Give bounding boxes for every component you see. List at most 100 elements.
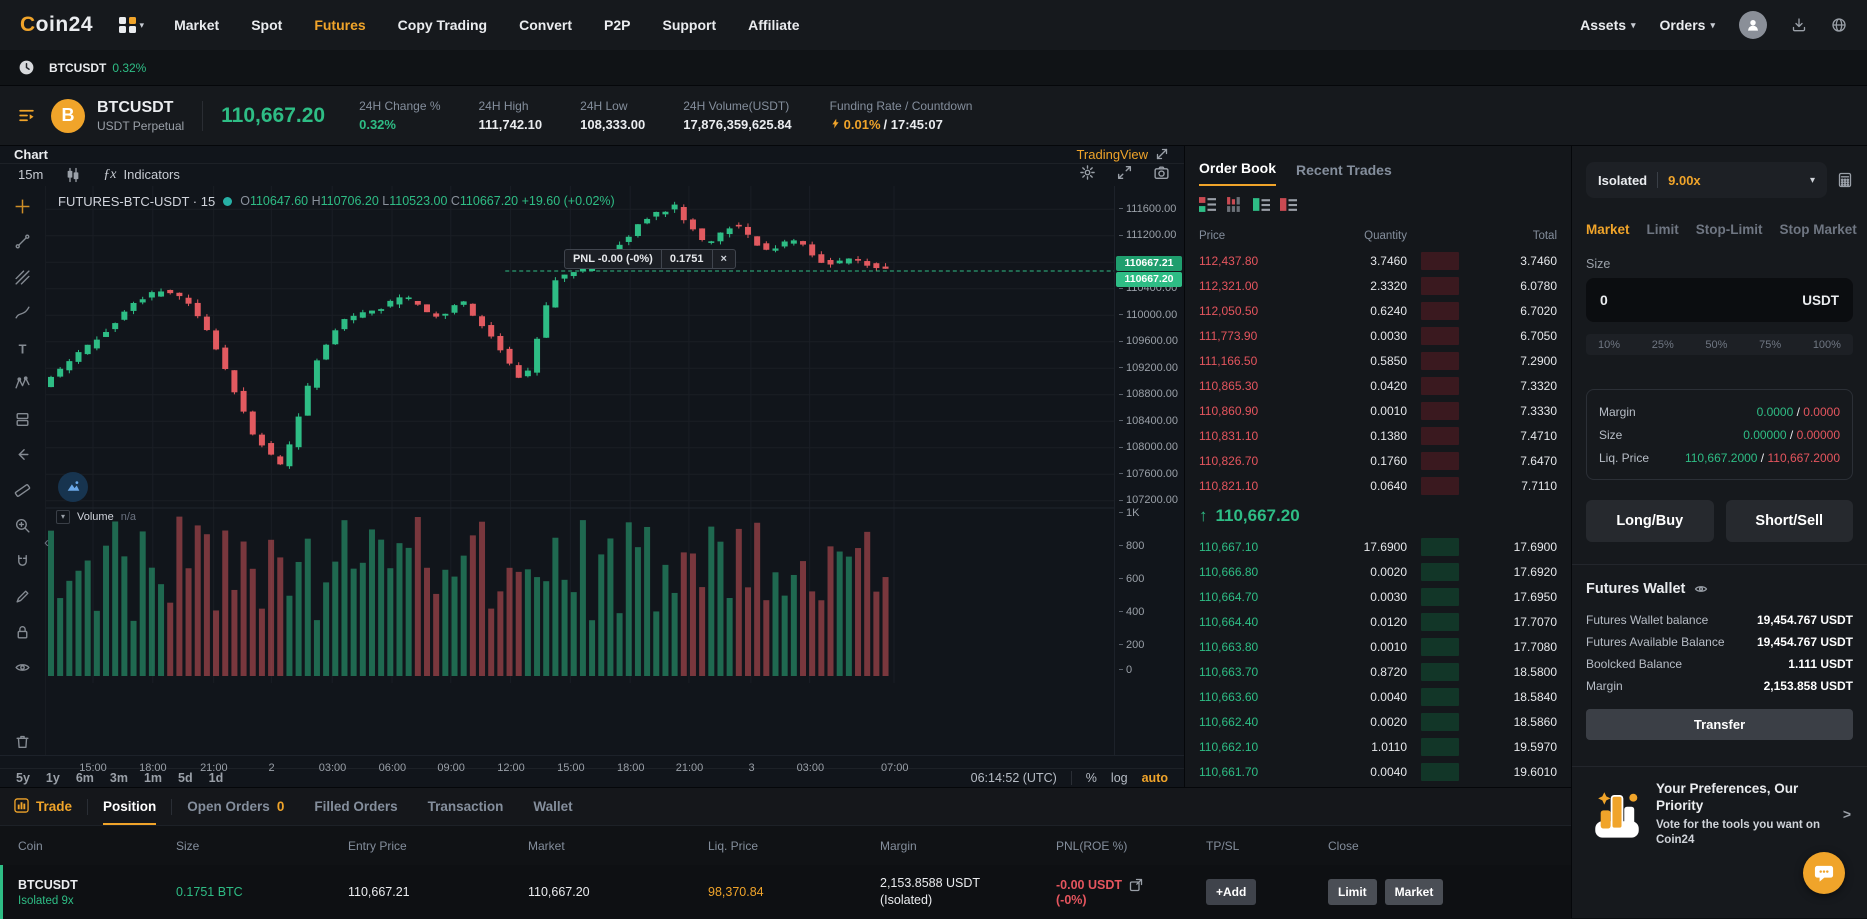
tab-order-book[interactable]: Order Book: [1199, 160, 1277, 186]
camera-icon[interactable]: [1153, 164, 1170, 186]
ruler-icon[interactable]: [14, 482, 31, 504]
size-input[interactable]: [1600, 292, 1803, 308]
preferences-promo-card[interactable]: Your Preferences, Our Priority Vote for …: [1572, 766, 1867, 862]
size-percent-100[interactable]: 100%: [1812, 338, 1841, 351]
bid-row[interactable]: 110,662.40 0.0020 18.5860: [1199, 709, 1557, 734]
book-bids-icon[interactable]: [1253, 196, 1270, 218]
size-percent-25[interactable]: 25%: [1651, 338, 1674, 351]
candlestick-plot[interactable]: [46, 185, 1114, 683]
tradingview-link[interactable]: TradingView: [1076, 146, 1170, 162]
chart-clock[interactable]: 06:14:52 (UTC): [970, 771, 1057, 786]
eye-icon[interactable]: [1693, 581, 1709, 597]
close-market-button[interactable]: Market: [1384, 879, 1444, 905]
indicators-button[interactable]: ƒx Indicators: [103, 167, 180, 183]
short-sell-button[interactable]: Short/Sell: [1725, 500, 1853, 542]
xabcd-pattern-icon[interactable]: [14, 375, 31, 397]
ask-row[interactable]: 111,166.50 0.5850 7.2900: [1199, 348, 1557, 373]
ask-row[interactable]: 110,865.30 0.0420 7.3320: [1199, 373, 1557, 398]
quote-board-icon[interactable]: [18, 107, 35, 124]
ask-row[interactable]: 110,860.90 0.0010 7.3330: [1199, 398, 1557, 423]
tab-filled-orders[interactable]: Filled Orders: [299, 788, 412, 825]
tab-open-orders[interactable]: Open Orders 0: [172, 788, 299, 825]
bid-row[interactable]: 110,663.70 0.8720 18.5800: [1199, 659, 1557, 684]
ask-row[interactable]: 112,437.80 3.7460 3.7460: [1199, 248, 1557, 273]
volume-indicator-header[interactable]: ▾ Volume n/a: [56, 509, 136, 524]
text-tool-icon[interactable]: T: [14, 340, 31, 362]
nav-item-p2p[interactable]: P2P: [604, 17, 631, 33]
chart-canvas[interactable]: FUTURES-BTC-USDT · 15 O110647.60 H110706…: [44, 185, 1114, 755]
pencil-icon[interactable]: [14, 588, 31, 610]
orders-dropdown[interactable]: Orders ▾: [1660, 17, 1715, 33]
range-button-1d[interactable]: 1d: [208, 771, 224, 786]
nav-item-market[interactable]: Market: [174, 17, 220, 33]
arrow-back-icon[interactable]: [14, 446, 31, 468]
calculator-button[interactable]: [1837, 172, 1853, 188]
crosshair-icon[interactable]: [14, 198, 31, 220]
auto-scale-button[interactable]: auto: [1141, 771, 1168, 786]
ask-row[interactable]: 112,321.00 2.3320 6.0780: [1199, 273, 1557, 298]
bid-row[interactable]: 110,666.80 0.0020 17.6920: [1199, 559, 1557, 584]
download-app-button[interactable]: [1791, 17, 1807, 33]
orderbook-mid-price[interactable]: ↑ 110,667.20: [1199, 498, 1557, 534]
range-button-5y[interactable]: 5y: [16, 771, 30, 786]
gear-icon[interactable]: [1079, 164, 1096, 186]
position-coin-cell[interactable]: BTCUSDT Isolated 9x: [0, 865, 170, 919]
range-button-1y[interactable]: 1y: [45, 771, 60, 786]
size-percent-10[interactable]: 10%: [1598, 338, 1621, 351]
tpsl-add-button[interactable]: +Add: [1206, 879, 1257, 905]
order-type-tab-stop-limit[interactable]: Stop-Limit: [1695, 222, 1763, 237]
tab-recent-trades[interactable]: Recent Trades: [1296, 162, 1392, 178]
bid-row[interactable]: 110,664.70 0.0030 17.6950: [1199, 584, 1557, 609]
trend-line-icon[interactable]: [14, 233, 31, 255]
gann-fan-icon[interactable]: [14, 269, 31, 291]
coin24-logo[interactable]: Coin24: [20, 13, 93, 37]
range-button-1m[interactable]: 1m: [143, 771, 163, 786]
magnet-icon[interactable]: [14, 553, 31, 575]
zoom-in-icon[interactable]: [14, 517, 31, 539]
size-percent-75[interactable]: 75%: [1759, 338, 1782, 351]
nav-item-spot[interactable]: Spot: [251, 17, 283, 33]
long-buy-button[interactable]: Long/Buy: [1586, 500, 1714, 542]
ask-row[interactable]: 110,826.70 0.1760 7.6470: [1199, 448, 1557, 473]
close-limit-button[interactable]: Limit: [1328, 879, 1377, 905]
assets-dropdown[interactable]: Assets ▾: [1580, 17, 1635, 33]
bid-row[interactable]: 110,663.60 0.0040 18.5840: [1199, 684, 1557, 709]
bid-row[interactable]: 110,664.40 0.0120 17.7070: [1199, 609, 1557, 634]
nav-item-copy-trading[interactable]: Copy Trading: [397, 17, 488, 33]
pair-selector[interactable]: B BTCUSDT USDT Perpetual: [51, 98, 184, 133]
log-scale-button[interactable]: log: [1110, 771, 1128, 786]
margin-leverage-selector[interactable]: Isolated 9.00x ▾: [1586, 162, 1827, 198]
brush-icon[interactable]: [14, 304, 31, 326]
pnl-position-badge[interactable]: PNL -0.00 (-0%) 0.1751 ×: [563, 248, 736, 269]
ask-row[interactable]: 111,773.90 0.0030 6.7050: [1199, 323, 1557, 348]
language-button[interactable]: [1831, 17, 1847, 33]
eye-icon[interactable]: [14, 659, 31, 681]
external-link-icon[interactable]: [1128, 877, 1144, 893]
lock-icon[interactable]: [14, 624, 31, 646]
support-chat-button[interactable]: [1803, 852, 1845, 894]
range-button-5d[interactable]: 5d: [178, 771, 193, 786]
time-axis[interactable]: 15:00 18:00 21:00 2 03:00 06:00 09:00 12:00 15:0…: [0, 754, 1184, 774]
book-asks-icon[interactable]: [1280, 196, 1297, 218]
bid-row[interactable]: 110,663.80 0.0010 17.7080: [1199, 634, 1557, 659]
range-button-6m[interactable]: 6m: [75, 771, 94, 786]
interval-button[interactable]: 15m: [18, 167, 44, 183]
order-type-tab-stop-market[interactable]: Stop Market: [1779, 222, 1857, 237]
apps-menu-button[interactable]: ▾: [119, 16, 144, 34]
transfer-button[interactable]: Transfer: [1586, 709, 1853, 740]
price-scale[interactable]: 111600.00 111200.00 110400.00 110000.00 1096…: [1114, 185, 1184, 755]
tab-transaction[interactable]: Transaction: [413, 788, 519, 825]
publish-idea-button[interactable]: [58, 471, 88, 502]
size-percent-50[interactable]: 50%: [1705, 338, 1728, 351]
percent-scale-button[interactable]: %: [1085, 771, 1097, 786]
ask-row[interactable]: 112,050.50 0.6240 6.7020: [1199, 298, 1557, 323]
nav-item-affiliate[interactable]: Affiliate: [748, 17, 800, 33]
order-type-tab-limit[interactable]: Limit: [1646, 222, 1679, 237]
expand-icon[interactable]: [1116, 164, 1133, 186]
nav-item-support[interactable]: Support: [662, 17, 717, 33]
book-depth-icon[interactable]: [1226, 196, 1243, 218]
long-position-icon[interactable]: [14, 411, 31, 433]
profile-avatar[interactable]: [1739, 11, 1767, 39]
nav-item-convert[interactable]: Convert: [519, 17, 573, 33]
ask-row[interactable]: 110,831.10 0.1380 7.4710: [1199, 423, 1557, 448]
